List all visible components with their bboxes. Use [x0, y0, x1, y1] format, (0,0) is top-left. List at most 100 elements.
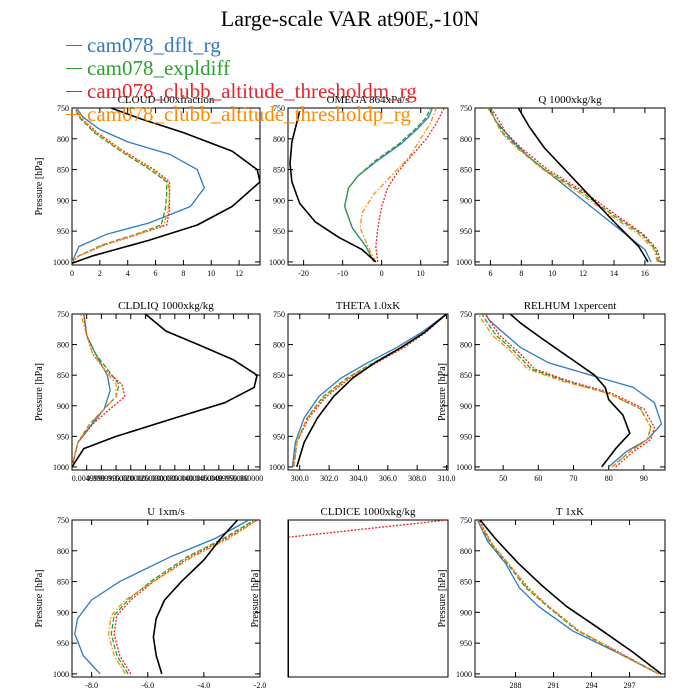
y-tick-label: 750: [460, 516, 472, 525]
plot-frame: [474, 519, 666, 678]
x-tick-label: -10: [337, 269, 348, 278]
series-group: [486, 108, 662, 263]
figure-title: Large-scale VAR at90E,-10N: [220, 6, 480, 31]
y-tick-label: 750: [57, 310, 69, 319]
legend-swatch: [66, 45, 82, 46]
series-line: [293, 314, 447, 467]
series-line: [485, 314, 656, 468]
x-tick-label: 80: [605, 474, 613, 483]
y-tick-label: 850: [460, 371, 472, 380]
x-tick-label: 70: [570, 474, 578, 483]
y-tick-label: 900: [460, 402, 472, 411]
x-tick-label: -4.0: [198, 681, 211, 690]
legend-swatch: [66, 68, 82, 69]
y-tick-label: 750: [273, 104, 285, 113]
y-tick-label: 800: [460, 341, 472, 350]
series-line: [479, 520, 662, 675]
x-tick-label: 0.015000: [101, 474, 131, 483]
series-line: [72, 314, 126, 468]
legend-swatch: [66, 114, 82, 115]
x-tick-label: 302.0: [320, 474, 338, 483]
series-line: [72, 314, 258, 468]
y-tick-label: 950: [460, 639, 472, 648]
series-group: [72, 108, 260, 264]
y-axis-label: Pressure [hPa]: [34, 157, 45, 215]
y-tick-label: 800: [57, 135, 69, 144]
series-line: [72, 108, 260, 264]
plot-frame: [287, 519, 449, 678]
plot-frame: [71, 313, 261, 471]
series-line: [74, 520, 250, 675]
subplot-title: CLDICE 1000xkg/kg: [320, 506, 416, 518]
y-tick-label: 950: [57, 432, 69, 441]
series-group: [291, 314, 448, 468]
subplot: OMEGA 864xPa/s 750 800 850 900 950 1000 -20 -10 0…: [269, 94, 449, 278]
x-tick-label: 0.009999: [86, 474, 116, 483]
y-tick-label: 1000: [269, 258, 285, 267]
subplot: RELHUM 1xpercent Pressure [hPa] 750 800 850 9…: [437, 300, 666, 483]
series-line: [72, 108, 171, 263]
legend-entry: cam078_expldiff: [66, 56, 417, 80]
plot-frame: [287, 313, 449, 471]
y-tick-label: 1000: [456, 258, 472, 267]
subplot-title: THETA 1.0xK: [336, 300, 401, 312]
y-tick-label: 1000: [53, 463, 69, 472]
legend-label: cam078_expldiff: [87, 56, 231, 80]
y-tick-label: 800: [273, 135, 285, 144]
x-tick-label: 4: [126, 269, 130, 278]
x-tick-label: 0.055000: [219, 474, 249, 483]
series-line: [289, 110, 377, 263]
x-tick-label: 0.025000: [130, 474, 160, 483]
x-tick-label: 12: [235, 269, 243, 278]
y-tick-label: 900: [57, 608, 69, 617]
y-tick-label: 950: [273, 227, 285, 236]
x-tick-label: -20: [298, 269, 309, 278]
x-tick-label: 300.0: [291, 474, 309, 483]
y-tick-label: 900: [57, 196, 69, 205]
series-line: [296, 314, 448, 468]
series-group: [72, 314, 258, 468]
y-tick-label: 800: [57, 341, 69, 350]
y-tick-label: 900: [57, 402, 69, 411]
series-line: [113, 520, 258, 675]
y-axis-label: Pressure [hPa]: [34, 569, 45, 627]
x-tick-label: -2.0: [254, 681, 267, 690]
subplot-title: T 1xK: [556, 506, 584, 518]
y-tick-label: 900: [460, 196, 472, 205]
x-tick-label: 50: [499, 474, 507, 483]
series-line: [486, 108, 658, 263]
legend-label: cam078_clubb_altitude_thresholdm_rg: [87, 79, 417, 103]
plot-frame: [287, 107, 449, 266]
legend-entry: cam078_clubb_altitude_thresholdm_rg: [66, 79, 417, 103]
subplot-title: CLOUD 100xfraction: [118, 94, 215, 106]
subplot: CLOUD 100xfraction Pressure [hPa] 750 800 85…: [34, 94, 261, 278]
series-line: [488, 108, 660, 263]
y-tick-label: 750: [460, 104, 472, 113]
y-tick-label: 800: [57, 547, 69, 556]
x-tick-label: 14: [610, 269, 618, 278]
legend-label: cam078_dflt_rg: [87, 33, 221, 57]
x-tick-label: 90: [640, 474, 648, 483]
y-tick-label: 850: [273, 371, 285, 380]
series-line: [517, 108, 649, 263]
x-tick-label: 0.045000: [189, 474, 219, 483]
x-tick-label: 0.004999: [72, 474, 102, 483]
x-tick-label: 12: [579, 269, 587, 278]
plot-frame: [474, 313, 666, 471]
x-tick-label: 10: [207, 269, 215, 278]
x-tick-label: 60: [534, 474, 542, 483]
plot-frame: [474, 107, 666, 266]
series-line: [343, 108, 433, 263]
series-group: [476, 520, 662, 675]
series-line: [152, 520, 239, 675]
subplot: U 1xm/s Pressure [hPa] 750 800 850 900 950 1000…: [34, 506, 266, 690]
y-tick-label: 1000: [53, 670, 69, 679]
y-tick-label: 850: [460, 578, 472, 587]
series-line: [72, 108, 171, 263]
x-tick-label: 0.035000: [160, 474, 190, 483]
y-tick-label: 750: [57, 516, 69, 525]
series-line: [343, 108, 431, 263]
y-axis-label: Pressure [hPa]: [250, 569, 261, 627]
y-tick-label: 950: [57, 227, 69, 236]
